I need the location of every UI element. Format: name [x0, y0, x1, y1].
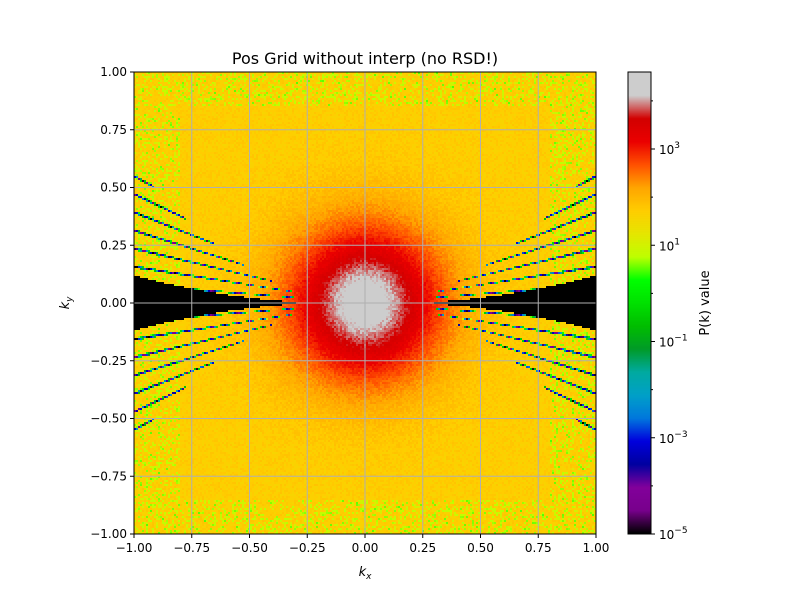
y-tick-label: 0.25: [100, 238, 127, 252]
colorbar-label: P(k) value: [698, 270, 713, 335]
colorbar: 10−5 10−3 10−1 101 103 P(k) value: [627, 71, 713, 542]
colorbar-frame: [627, 71, 652, 535]
y-tick-label: −0.75: [90, 469, 127, 483]
colorbar-tick-label: 103: [659, 141, 680, 157]
x-tick-label: −0.75: [173, 541, 210, 555]
grid-lines: [134, 72, 596, 534]
chart-title: Pos Grid without interp (no RSD!): [232, 49, 498, 68]
x-tick-label: 0.50: [467, 541, 494, 555]
x-tick-label: −0.50: [231, 541, 268, 555]
x-tick-label: 0.25: [409, 541, 436, 555]
x-tick-label: −1.00: [116, 541, 153, 555]
y-tick-label: 0.00: [100, 296, 127, 310]
colorbar-tick-label: 10−1: [659, 334, 688, 350]
x-axis: −1.00 −0.75 −0.50 −0.25 0.00 0.25 0.50 0.75 1.00: [116, 534, 610, 555]
y-tick-label: 0.75: [100, 123, 127, 137]
y-tick-label: −1.00: [90, 527, 127, 541]
colorbar-gradient: [628, 72, 651, 534]
colorbar-ticks: 10−5 10−3 10−1 101 103: [651, 100, 688, 542]
x-tick-label: 0.75: [525, 541, 552, 555]
colorbar-tick-label: 10−5: [659, 526, 688, 542]
colorbar-tick-label: 101: [659, 237, 680, 253]
y-tick-label: 1.00: [100, 65, 127, 79]
y-tick-label: −0.25: [90, 354, 127, 368]
x-tick-label: −0.25: [289, 541, 326, 555]
y-axis-label: ky: [58, 296, 75, 310]
x-tick-label: 1.00: [583, 541, 610, 555]
x-axis-label: kx: [359, 565, 373, 582]
y-axis: −1.00 −0.75 −0.50 −0.25 0.00 0.25 0.50 0.75 1.00: [90, 65, 134, 541]
y-tick-label: −0.50: [90, 412, 127, 426]
x-tick-label: 0.00: [352, 541, 379, 555]
y-tick-label: 0.50: [100, 181, 127, 195]
plot-area: [133, 71, 597, 535]
colorbar-tick-label: 10−3: [659, 430, 688, 446]
